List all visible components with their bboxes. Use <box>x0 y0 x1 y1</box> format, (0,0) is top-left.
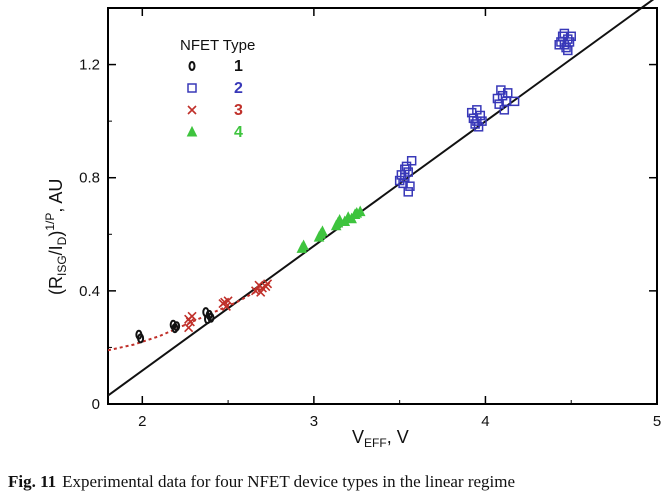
data-point-series-3 <box>262 279 273 289</box>
y-tick-label: 0 <box>92 396 100 413</box>
data-point-series-3 <box>250 286 261 296</box>
legend-label-2: 2 <box>234 80 243 97</box>
data-point-series-2 <box>566 31 576 42</box>
legend-marker-1 <box>188 61 196 71</box>
data-point-series-2 <box>405 181 415 191</box>
data-point-series-2 <box>554 40 564 50</box>
data-point-series-1 <box>173 321 181 332</box>
legend-label-4: 4 <box>234 124 243 141</box>
data-point-series-2 <box>509 96 520 107</box>
chart: 2 3 4 5 0 0.4 0.8 1.2 NFET Type 1 2 3 4 VEFF, V (R… <box>43 0 661 450</box>
data-point-series-3 <box>223 296 233 306</box>
curves <box>107 0 655 397</box>
legend-title: NFET Type <box>180 37 255 54</box>
legend-marker-4 <box>186 125 198 137</box>
y-tick-label: 1.2 <box>79 57 100 74</box>
x-tick-label: 5 <box>653 413 661 430</box>
data-point-series-1 <box>207 312 215 323</box>
data-point-series-2 <box>401 161 412 172</box>
data-point-series-3 <box>184 323 194 333</box>
figure-caption: Fig. 11 Experimental data for four NFET d… <box>8 472 663 492</box>
data-point-series-2 <box>477 116 487 126</box>
x-tick-label: 3 <box>310 413 318 430</box>
y-tick-label: 0.4 <box>79 283 100 300</box>
data-point-series-1 <box>137 333 145 344</box>
legend-marker-2 <box>187 83 197 93</box>
ticks: 2 3 4 5 0 0.4 0.8 1.2 <box>79 8 661 430</box>
caption-text: Experimental data for four NFET device t… <box>62 472 516 491</box>
data-points <box>135 28 576 344</box>
legend-marker-3 <box>187 105 197 115</box>
data-point-series-1 <box>202 307 210 318</box>
data-point-series-3 <box>187 311 197 321</box>
x-axis-label: VEFF, V <box>352 427 409 450</box>
legend-entries: 1 2 3 4 <box>186 58 243 141</box>
y-tick-label: 0.8 <box>79 170 100 187</box>
legend: NFET Type 1 2 3 4 <box>180 37 255 141</box>
data-point-series-4 <box>298 239 309 251</box>
fit-line <box>107 0 655 397</box>
data-point-series-3 <box>256 287 266 297</box>
data-point-series-2 <box>403 187 413 197</box>
data-point-series-2 <box>472 105 482 115</box>
x-tick-label: 4 <box>481 413 489 430</box>
data-point-series-4 <box>354 205 366 217</box>
data-point-series-2 <box>559 28 570 39</box>
data-point-series-3 <box>185 317 195 327</box>
y-axis-label: (RISG/ID)1/P, AU <box>43 179 69 295</box>
data-point-series-2 <box>466 107 477 118</box>
data-point-series-2 <box>406 155 417 166</box>
data-point-series-4 <box>317 225 328 236</box>
data-point-series-2 <box>400 164 410 174</box>
data-point-series-2 <box>394 175 405 186</box>
data-point-series-2 <box>492 93 503 104</box>
caption-label: Fig. 11 <box>8 472 57 491</box>
legend-label-1: 1 <box>234 58 243 75</box>
plot-frame <box>107 7 658 405</box>
data-point-series-2 <box>502 88 513 98</box>
data-point-series-2 <box>563 45 573 56</box>
data-point-series-2 <box>499 105 510 115</box>
dotted-curve <box>107 287 263 352</box>
x-tick-label: 2 <box>138 413 146 430</box>
data-point-series-3 <box>221 301 231 311</box>
legend-label-3: 3 <box>234 102 243 119</box>
